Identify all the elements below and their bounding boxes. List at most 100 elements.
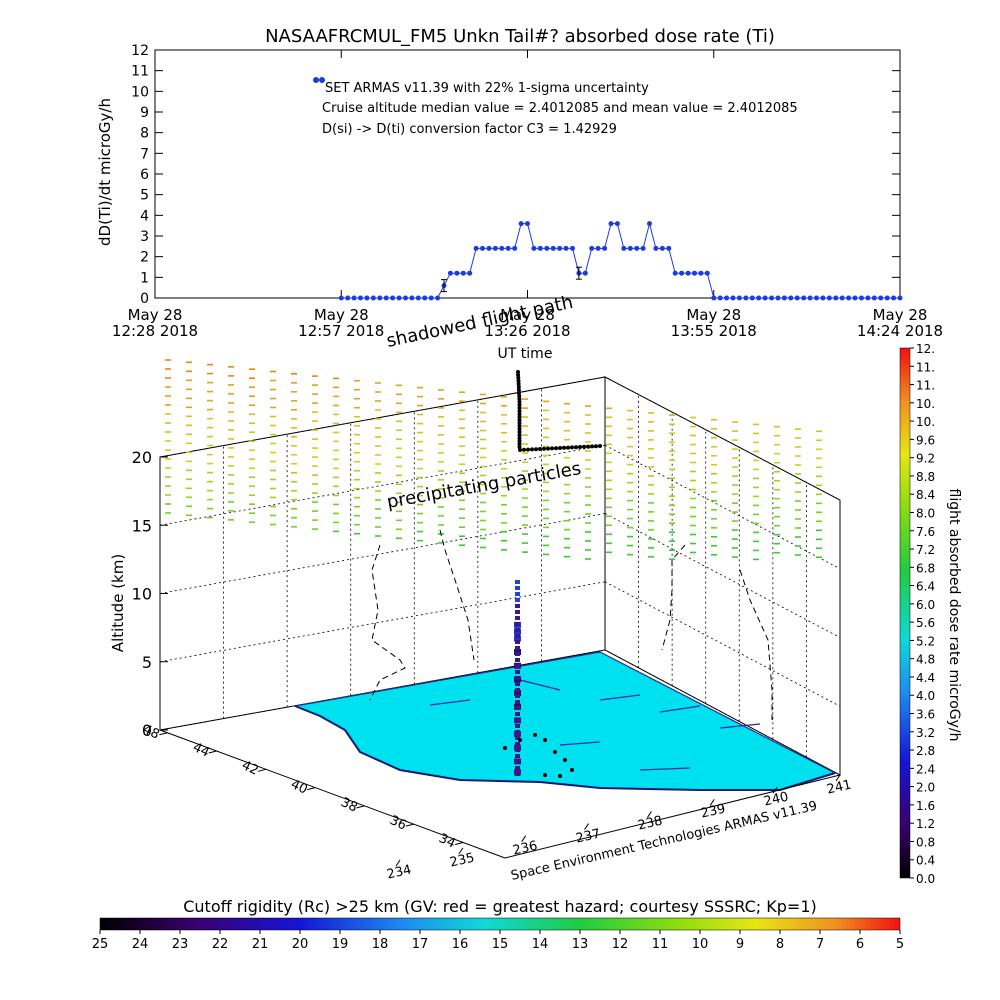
dose-point: [692, 270, 697, 276]
longitude-tick-mark: [835, 774, 841, 782]
dose-point: [409, 295, 415, 301]
dose-point: [878, 295, 884, 301]
track-point: [517, 439, 522, 443]
longitude-tick-label: 240: [762, 789, 790, 809]
track-point: [598, 444, 602, 448]
altitude-track-point: [515, 754, 520, 758]
track-point: [542, 446, 546, 451]
dose-point: [704, 270, 710, 276]
dose-colorbar-tick-label: 7.6: [916, 525, 935, 539]
dose-colorbar-tick-label: 0.4: [916, 854, 935, 868]
dose-point: [550, 245, 556, 251]
dose-point: [897, 295, 903, 301]
dose-x-tick-label: 14:24 2018: [857, 322, 943, 340]
track-point: [546, 446, 550, 451]
altitude-track-point: [515, 766, 520, 770]
longitude-tick-mark: [584, 823, 589, 830]
altitude-track-point: [515, 610, 520, 614]
dose-point: [467, 270, 473, 276]
back-wall-gridline: [159, 581, 606, 663]
dose-point: [788, 295, 794, 301]
dose-point: [563, 245, 569, 251]
dose-point: [730, 295, 736, 301]
track-point: [516, 370, 520, 374]
ground-track-point: [553, 750, 557, 754]
credit-label: Space Environment Technologies ARMAS v11…: [510, 799, 819, 884]
track-point: [550, 446, 554, 451]
track-point: [582, 444, 586, 449]
dose-point: [884, 295, 890, 301]
ground-track-point: [543, 773, 547, 777]
surface-contour: [519, 679, 561, 691]
latitude-tick-label: 42: [239, 758, 260, 779]
altitude-track-point: [515, 580, 520, 584]
dose-point: [505, 245, 511, 251]
longitude-tick-mark: [521, 835, 527, 842]
dose-point: [499, 245, 505, 251]
annotation-cruise: Cruise altitude median value = 2.4012085…: [322, 101, 798, 116]
latitude-tick-label: 36: [387, 813, 408, 834]
surface-contour: [429, 699, 471, 706]
rigidity-tick-label: 6: [856, 937, 864, 952]
dose-point: [640, 245, 646, 251]
dose-colorbar-tick-label: 0.0: [916, 872, 935, 886]
dose-point: [826, 295, 832, 301]
altitude-track-point: [515, 730, 520, 734]
rigidity-tick-label: 9: [736, 937, 744, 952]
rigidity-tick-label: 25: [92, 937, 109, 952]
dose-colorbar-tick-label: 9.6: [916, 433, 935, 447]
dose-colorbar-tick-label: 5.2: [916, 634, 935, 648]
dose-legend: SET ARMAS v11.39 with 22% 1-sigma uncert…: [313, 77, 798, 137]
annotation-conversion: D(si) -> D(ti) conversion factor C3 = 1.…: [322, 122, 617, 137]
dose-point: [364, 295, 370, 301]
track-point: [570, 445, 574, 450]
dose-point: [711, 295, 717, 301]
dose-point: [492, 245, 498, 251]
longitude-tick-label: 234: [385, 862, 413, 882]
dose-y-tick-label: 10: [131, 84, 149, 100]
ground-track-point: [563, 758, 567, 762]
rigidity-tick-label: 19: [332, 937, 349, 952]
lon-axis-line: [504, 774, 841, 859]
track-point: [517, 445, 522, 449]
altitude-track-point: [515, 658, 520, 662]
dose-point: [537, 245, 543, 251]
dose-colorbar-tick-label: 8.0: [916, 506, 935, 520]
altitude-tick-label: 5: [142, 653, 152, 672]
precipitating-particle-marks: [165, 359, 822, 561]
track-point: [590, 444, 594, 449]
altitude-track-point: [515, 736, 520, 740]
dose-colorbar-tick-label: 10.: [916, 415, 935, 429]
dose-point: [865, 295, 871, 301]
shadowed-flight-path-track: [516, 370, 602, 452]
dose-point: [775, 295, 781, 301]
rigidity-tick-label: 20: [292, 937, 309, 952]
rigidity-tick-label: 23: [172, 937, 189, 952]
dose-y-tick-label: 3: [140, 229, 149, 245]
longitude-tick-mark: [647, 811, 652, 818]
track-point: [517, 427, 522, 431]
altitude-tick-label: 10: [132, 585, 152, 604]
dose-colorbar: [899, 347, 911, 879]
dose-point: [820, 295, 826, 301]
altitude-track-point: [515, 604, 520, 608]
surface-contours: [429, 679, 761, 771]
dose-point: [512, 245, 518, 251]
shadow-projection-mid: [439, 529, 475, 661]
rigidity-tick-label: 14: [532, 937, 549, 952]
ground-track-point: [518, 738, 522, 742]
rigidity-tick-label: 7: [816, 937, 824, 952]
dose-colorbar-tick-label: 2.4: [916, 762, 935, 776]
longitude-tick-mark: [458, 847, 464, 855]
dose-x-tick-label: May 28: [500, 306, 555, 324]
ground-track-point: [503, 746, 507, 750]
dose-point: [403, 295, 408, 301]
dose-y-tick-label: 4: [140, 208, 149, 224]
dose-colorbar-ticks: 0.0 0.4 0.8 1.2 1.6 2.0 2.4 2.8 3.2 3.6 4.0 4.4 4.8 5…: [910, 342, 935, 886]
dose-point: [557, 245, 563, 251]
dose-colorbar-tick-label: 6.0: [916, 598, 935, 612]
dose-point: [428, 295, 434, 301]
altitude-track-point: [515, 694, 520, 698]
surface-contour: [559, 741, 601, 746]
